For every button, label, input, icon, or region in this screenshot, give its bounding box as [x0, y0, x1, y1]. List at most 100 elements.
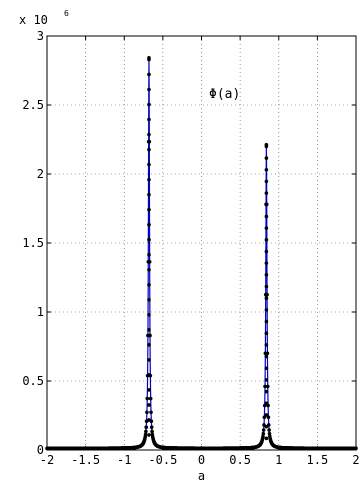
- peak-data-point: [147, 147, 151, 152]
- peak-data-point: [147, 358, 151, 362]
- data-point: [265, 384, 270, 389]
- peak-data-point: [147, 177, 151, 182]
- x-tick-label: -1: [117, 453, 131, 467]
- peak-data-point: [147, 102, 151, 107]
- x-tick-label: 2: [352, 453, 359, 467]
- data-point: [148, 396, 153, 401]
- peak-data-point: [147, 192, 151, 197]
- y-tick-label: 2.5: [22, 98, 44, 112]
- peak-data-point: [264, 226, 269, 230]
- peak-data-point: [264, 401, 269, 406]
- peak-data-point: [264, 331, 269, 336]
- x-tick-label: -2: [40, 453, 54, 467]
- y-tick-label: 0.5: [22, 374, 44, 388]
- peak-data-point: [264, 378, 269, 382]
- peak-data-point: [264, 191, 269, 195]
- peak-data-point: [264, 214, 269, 219]
- data-point: [265, 351, 270, 356]
- peak-data-point: [264, 354, 269, 359]
- y-tick-label: 1: [37, 305, 44, 319]
- peak-data-point: [264, 202, 269, 207]
- data-point: [267, 431, 272, 436]
- peak-data-point: [147, 117, 151, 122]
- data-point: [145, 396, 150, 401]
- x-tick-labels: -2 -1.5 -1 -0.5 0 0.5 1 1.5 2: [40, 453, 360, 467]
- peak-data-point: [264, 249, 269, 254]
- peak-data-point: [147, 403, 151, 407]
- data-point: [262, 415, 267, 420]
- data-point: [261, 434, 265, 439]
- data-markers: [45, 55, 358, 451]
- peak-data-point: [264, 366, 269, 371]
- peak-data-point: [147, 373, 151, 377]
- peak-data-point: [264, 389, 269, 394]
- peak-data-point: [264, 308, 269, 312]
- peak-data-point: [147, 87, 151, 92]
- peak-data-point: [147, 222, 151, 227]
- peak-data-point: [264, 238, 269, 242]
- data-point: [145, 410, 149, 415]
- peak-data-point: [147, 237, 151, 242]
- peak-data-point: [264, 156, 269, 160]
- y-tick-labels: 0 0.5 1 1.5 2 2.5 3: [22, 29, 44, 457]
- peak-data-point: [147, 72, 151, 77]
- plot-frame: [46, 35, 357, 451]
- data-point: [261, 428, 266, 432]
- peak-data-point: [264, 284, 269, 289]
- x-tick-label: 1: [275, 453, 282, 467]
- peak-data-point: [264, 144, 269, 149]
- peak-data-point: [147, 433, 151, 437]
- data-point: [148, 333, 152, 338]
- peak-data-point: [264, 436, 269, 441]
- data-point: [149, 425, 154, 430]
- data-point: [144, 425, 149, 430]
- peak-data-point: [147, 328, 151, 332]
- peak-data-point: [147, 282, 151, 287]
- y-tick-label: 3: [37, 29, 44, 43]
- peak-data-point: [147, 297, 151, 302]
- peak-data-point: [264, 167, 269, 172]
- grid-lines: [47, 36, 356, 450]
- peak-data-point: [147, 388, 151, 392]
- peak-data-point: [264, 296, 269, 301]
- data-point: [147, 259, 152, 264]
- x-axis-label: a: [198, 469, 205, 483]
- peak-data-point: [147, 267, 151, 272]
- peak-data-point: [264, 273, 269, 277]
- series-annotation: Φ(a): [209, 87, 240, 102]
- peak-data-point: [147, 132, 151, 137]
- peak-data-point: [264, 319, 269, 324]
- peak-data-point: [264, 261, 269, 265]
- peak-data-point: [264, 179, 269, 184]
- x-tick-label: -1.5: [71, 453, 100, 467]
- peak-data-point: [264, 343, 269, 347]
- peak-data-point: [264, 424, 269, 429]
- axis-ticks: [46, 35, 357, 451]
- data-point: [150, 429, 154, 434]
- peak-data-point: [147, 343, 151, 347]
- data-point: [266, 415, 271, 420]
- data-point: [265, 292, 269, 297]
- peak-data-point: [147, 162, 151, 167]
- y-tick-label: 1.5: [22, 236, 44, 250]
- data-point: [267, 428, 271, 432]
- data-point: [143, 432, 148, 437]
- peak-data-point: [147, 313, 151, 317]
- y-exponent-power: 6: [64, 9, 69, 18]
- data-point: [147, 139, 152, 144]
- x-tick-label: 0.5: [229, 453, 251, 467]
- peak-data-point: [147, 252, 151, 257]
- peak-data-point: [264, 413, 269, 417]
- y-exponent-label: x 10: [19, 13, 48, 27]
- data-point: [263, 384, 267, 389]
- x-tick-label: -0.5: [148, 453, 177, 467]
- data-point: [149, 410, 153, 415]
- data-point: [144, 429, 148, 434]
- y-tick-label: 2: [37, 167, 44, 181]
- peak-data-point: [147, 207, 151, 212]
- data-point: [261, 431, 266, 436]
- y-tick-label: 0: [37, 443, 44, 457]
- x-tick-label: 0: [198, 453, 205, 467]
- peak-data-point: [147, 418, 151, 422]
